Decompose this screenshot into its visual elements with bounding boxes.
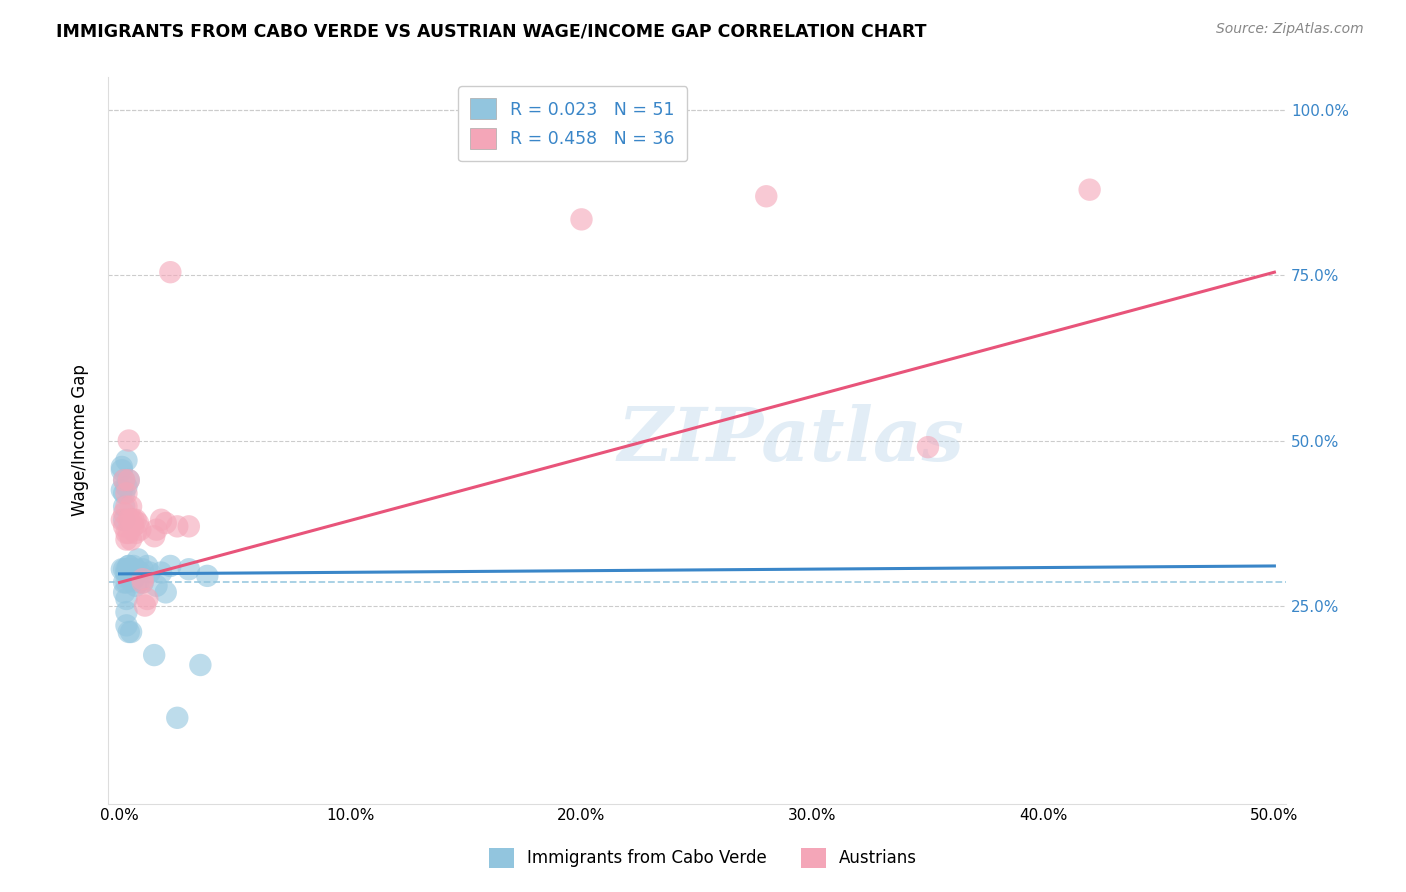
Text: ZIPatlas: ZIPatlas	[617, 404, 965, 477]
Point	[120, 566, 142, 580]
Point	[118, 558, 141, 573]
Point	[111, 562, 134, 576]
Point	[112, 513, 135, 527]
Point	[118, 473, 141, 487]
Point	[155, 585, 177, 599]
Point	[112, 506, 135, 520]
Point	[143, 648, 166, 662]
Point	[150, 566, 173, 580]
Point	[115, 566, 138, 580]
Point	[120, 533, 142, 547]
Point	[155, 516, 177, 530]
Point	[755, 189, 778, 203]
Point	[131, 575, 153, 590]
Point	[150, 513, 173, 527]
Point	[112, 562, 135, 576]
Point	[115, 525, 138, 540]
Point	[159, 558, 181, 573]
Point	[131, 572, 153, 586]
Point	[190, 657, 212, 672]
Point	[115, 575, 138, 590]
Point	[131, 575, 153, 590]
Point	[159, 265, 181, 279]
Point	[125, 579, 148, 593]
Legend: R = 0.023   N = 51, R = 0.458   N = 36: R = 0.023 N = 51, R = 0.458 N = 36	[458, 87, 688, 161]
Point	[136, 558, 159, 573]
Point	[122, 572, 145, 586]
Point	[118, 572, 141, 586]
Point	[122, 558, 145, 573]
Point	[120, 624, 142, 639]
Point	[118, 473, 141, 487]
Text: IMMIGRANTS FROM CABO VERDE VS AUSTRIAN WAGE/INCOME GAP CORRELATION CHART: IMMIGRANTS FROM CABO VERDE VS AUSTRIAN W…	[56, 22, 927, 40]
Point	[127, 552, 149, 566]
Point	[131, 562, 153, 576]
Point	[127, 575, 149, 590]
Point	[120, 562, 142, 576]
Point	[115, 453, 138, 467]
Point	[917, 440, 939, 454]
Point	[122, 572, 145, 586]
Point	[115, 500, 138, 514]
Point	[115, 533, 138, 547]
Point	[1078, 183, 1101, 197]
Point	[115, 486, 138, 500]
Point	[112, 473, 135, 487]
Point	[115, 591, 138, 606]
Point	[112, 486, 135, 500]
Point	[111, 513, 134, 527]
Point	[136, 591, 159, 606]
Point	[118, 513, 141, 527]
Point	[138, 566, 160, 580]
Point	[125, 513, 148, 527]
Point	[118, 434, 141, 448]
Point	[111, 459, 134, 474]
Point	[112, 473, 135, 487]
Point	[145, 579, 167, 593]
Point	[118, 525, 141, 540]
Point	[120, 572, 142, 586]
Point	[112, 585, 135, 599]
Point	[125, 525, 148, 540]
Point	[129, 566, 152, 580]
Point	[122, 513, 145, 527]
Point	[166, 519, 188, 533]
Point	[120, 513, 142, 527]
Point	[115, 562, 138, 576]
Point	[145, 523, 167, 537]
Point	[127, 516, 149, 530]
Point	[118, 566, 141, 580]
Legend: Immigrants from Cabo Verde, Austrians: Immigrants from Cabo Verde, Austrians	[482, 841, 924, 875]
Point	[111, 483, 134, 497]
Point	[143, 529, 166, 543]
Point	[115, 480, 138, 494]
Point	[112, 519, 135, 533]
Point	[177, 519, 200, 533]
Point	[115, 605, 138, 619]
Point	[111, 463, 134, 477]
Point	[122, 519, 145, 533]
Point	[177, 562, 200, 576]
Y-axis label: Wage/Income Gap: Wage/Income Gap	[72, 365, 89, 516]
Point	[118, 558, 141, 573]
Point	[122, 566, 145, 580]
Point	[120, 500, 142, 514]
Point	[166, 711, 188, 725]
Point	[195, 569, 218, 583]
Point	[134, 599, 156, 613]
Point	[112, 500, 135, 514]
Text: Source: ZipAtlas.com: Source: ZipAtlas.com	[1216, 22, 1364, 37]
Point	[118, 624, 141, 639]
Point	[571, 212, 593, 227]
Point	[129, 523, 152, 537]
Point	[125, 562, 148, 576]
Point	[112, 575, 135, 590]
Point	[115, 618, 138, 632]
